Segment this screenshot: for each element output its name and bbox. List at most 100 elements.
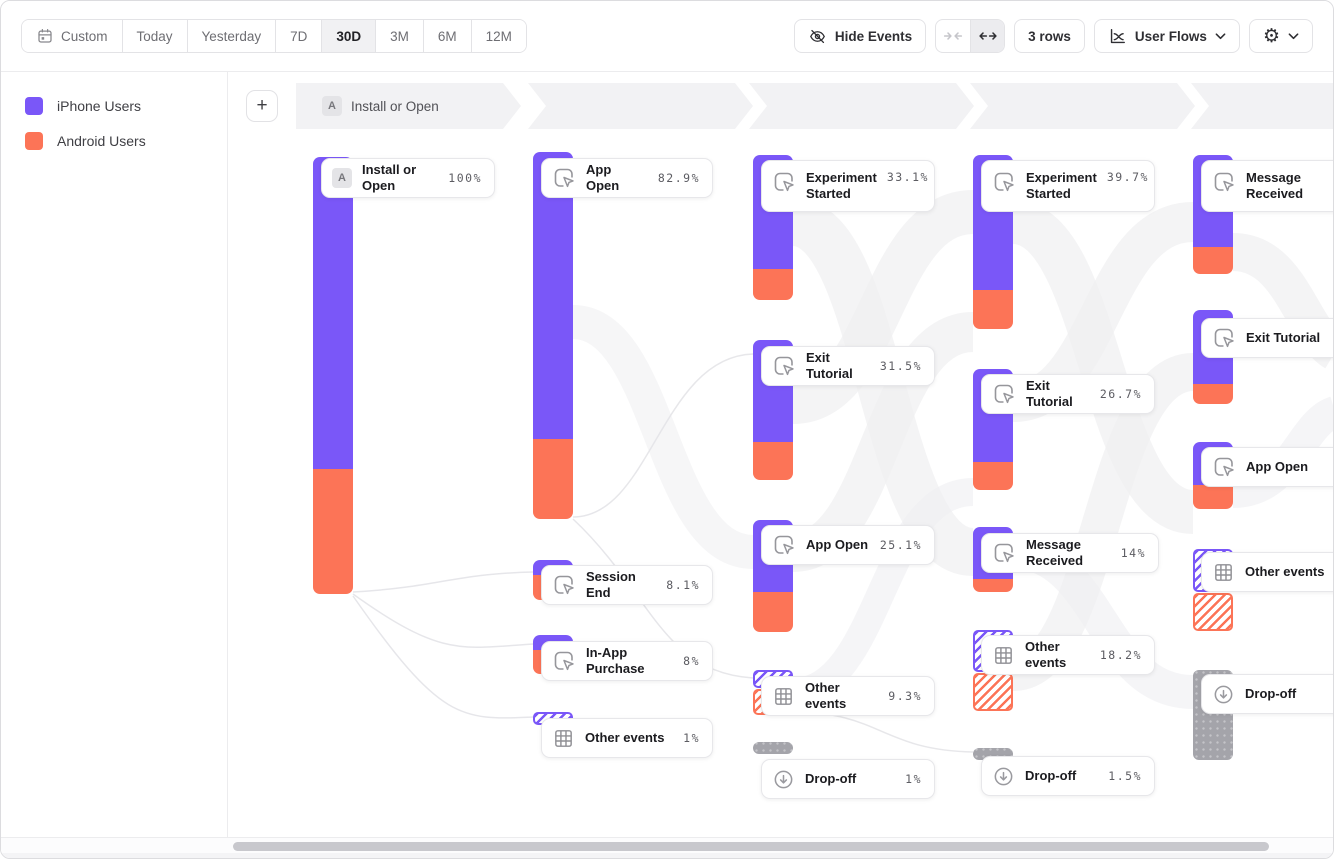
event-icon xyxy=(552,573,576,597)
node-card-other-events[interactable]: Other events 18.2% xyxy=(981,635,1155,675)
grid-icon xyxy=(772,685,795,708)
event-icon xyxy=(772,354,796,378)
date-range-3m[interactable]: 3M xyxy=(375,20,423,52)
eye-off-icon xyxy=(808,27,827,46)
bar-other-events-android[interactable] xyxy=(1193,593,1233,631)
node-card-in-app-purchase[interactable]: In-App Purchase 8% xyxy=(541,641,713,681)
bar-segment-android[interactable] xyxy=(313,469,353,594)
bottom-strip xyxy=(1,853,1333,858)
funnel-step-2[interactable] xyxy=(528,83,753,129)
event-icon xyxy=(1212,455,1236,479)
funnel-step-1[interactable]: A Install or Open xyxy=(296,83,521,129)
node-card-app-open[interactable]: App Open 82.9% xyxy=(541,158,713,198)
chevron-down-icon xyxy=(1288,32,1299,40)
hide-events-button[interactable]: Hide Events xyxy=(793,19,927,53)
funnel-step-5[interactable] xyxy=(1191,83,1334,129)
bar-segment-android[interactable] xyxy=(973,579,1013,592)
bar-drop-off[interactable] xyxy=(753,742,793,754)
settings-button[interactable]: ⚙ xyxy=(1248,19,1313,53)
gear-icon: ⚙ xyxy=(1262,24,1280,47)
node-card-drop-off[interactable]: Drop-off 1.5% xyxy=(981,756,1155,796)
collapse-columns-button[interactable] xyxy=(936,20,970,52)
scrollbar-thumb[interactable] xyxy=(233,842,1269,851)
bar-segment-android[interactable] xyxy=(753,442,793,480)
add-step-button[interactable]: + xyxy=(246,90,278,122)
arrows-outward-icon xyxy=(978,28,998,44)
node-card-exit-tutorial[interactable]: Exit Tutorial 31.5% xyxy=(761,346,935,386)
legend-panel: iPhone Users Android Users xyxy=(1,72,228,840)
bar-segment-android[interactable] xyxy=(1193,384,1233,404)
date-range-30d[interactable]: 30D xyxy=(321,20,376,52)
node-card-other-events[interactable]: Other events 1% xyxy=(541,718,713,758)
bar-segment-android[interactable] xyxy=(1193,247,1233,274)
bar-app-open[interactable] xyxy=(533,152,573,519)
node-card-exit-tutorial[interactable]: Exit Tutorial 26.7% xyxy=(981,374,1155,414)
date-range-12m[interactable]: 12M xyxy=(470,20,526,52)
event-icon xyxy=(992,382,1016,406)
bar-segment-android[interactable] xyxy=(973,290,1013,329)
node-card-other-events[interactable]: Other events xyxy=(1201,552,1333,592)
drop-off-icon xyxy=(1212,683,1235,706)
grid-icon xyxy=(992,644,1015,667)
bar-segment-iphone[interactable] xyxy=(533,152,573,439)
bar-install-or-open[interactable] xyxy=(313,157,353,594)
arrows-inward-icon xyxy=(943,28,963,44)
bar-segment-android[interactable] xyxy=(753,592,793,632)
calendar-icon xyxy=(36,27,54,45)
android-color-swatch xyxy=(25,132,43,150)
node-card-drop-off[interactable]: Drop-off xyxy=(1201,674,1333,714)
node-card-app-open[interactable]: App Open 25.1% xyxy=(761,525,935,565)
bar-segment-iphone[interactable] xyxy=(313,157,353,469)
funnel-step-4[interactable] xyxy=(970,83,1195,129)
event-icon xyxy=(552,649,576,673)
toolbar: Custom Today Yesterday 7D 30D 3M 6M 12M … xyxy=(1,1,1333,71)
node-card-session-end[interactable]: Session End 8.1% xyxy=(541,565,713,605)
event-icon xyxy=(772,170,796,194)
node-card-experiment-started[interactable]: Experiment Started 33.1% xyxy=(761,160,935,212)
drop-off-icon xyxy=(992,765,1015,788)
node-card-other-events[interactable]: Other events 9.3% xyxy=(761,676,935,716)
bar-other-events-android[interactable] xyxy=(973,673,1013,711)
bar-segment-android[interactable] xyxy=(973,462,1013,490)
date-range-yesterday[interactable]: Yesterday xyxy=(186,20,276,52)
horizontal-scrollbar[interactable] xyxy=(1,837,1333,853)
date-range-today[interactable]: Today xyxy=(121,20,187,52)
grid-icon xyxy=(1212,561,1235,584)
bar-segment-android[interactable] xyxy=(753,269,793,300)
date-range-group: Custom Today Yesterday 7D 30D 3M 6M 12M xyxy=(21,19,527,53)
chevron-down-icon xyxy=(1215,32,1226,40)
bar-segment-android[interactable] xyxy=(1193,485,1233,509)
node-card-experiment-started[interactable]: Experiment Started 39.7% xyxy=(981,160,1155,212)
event-icon xyxy=(992,170,1016,194)
node-card-app-open[interactable]: App Open xyxy=(1201,447,1333,487)
event-icon xyxy=(772,533,796,557)
legend-item-iphone[interactable]: iPhone Users xyxy=(25,97,141,115)
drop-off-icon xyxy=(772,768,795,791)
funnel-step-3[interactable] xyxy=(749,83,974,129)
rows-button[interactable]: 3 rows xyxy=(1014,19,1085,53)
node-card-install-or-open[interactable]: A Install or Open 100% xyxy=(321,158,495,198)
flow-chart-icon xyxy=(1108,27,1127,46)
date-range-6m[interactable]: 6M xyxy=(422,20,471,52)
date-range-7d[interactable]: 7D xyxy=(275,20,322,52)
grid-icon xyxy=(552,727,575,750)
bar-segment-android[interactable] xyxy=(533,439,573,519)
date-range-custom[interactable]: Custom xyxy=(22,20,122,52)
event-icon xyxy=(552,166,576,190)
toolbar-right: Hide Events xyxy=(793,19,1313,53)
event-icon xyxy=(992,541,1016,565)
node-card-message-received[interactable]: Message Received xyxy=(1201,160,1333,212)
step-letter-badge: A xyxy=(332,168,352,188)
node-card-exit-tutorial[interactable]: Exit Tutorial xyxy=(1201,318,1333,358)
node-card-message-received[interactable]: Message Received 14% xyxy=(981,533,1159,573)
collapse-expand-group xyxy=(935,19,1006,53)
view-selector-button[interactable]: User Flows xyxy=(1093,19,1240,53)
legend-item-android[interactable]: Android Users xyxy=(25,132,146,150)
funnel-step-1-label: A Install or Open xyxy=(322,83,439,129)
event-icon xyxy=(1212,170,1236,194)
expand-columns-button[interactable] xyxy=(970,20,1005,52)
event-icon xyxy=(1212,326,1236,350)
node-card-drop-off[interactable]: Drop-off 1% xyxy=(761,759,935,799)
date-range-label: Custom xyxy=(61,28,108,44)
